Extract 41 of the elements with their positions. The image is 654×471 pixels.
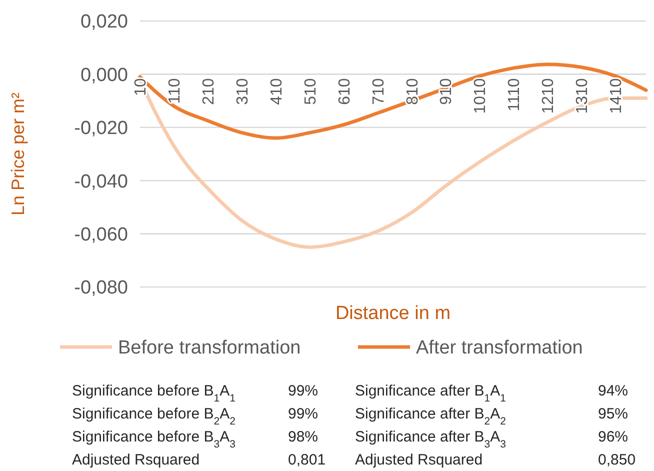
x-axis-title: Distance in m [335, 303, 451, 324]
legend-label: Before transformation [118, 338, 301, 359]
text: 99% [288, 405, 318, 422]
y-axis-title: Ln Price per m² [8, 92, 28, 216]
text: 96% [598, 428, 628, 446]
x-tick-label: 710 [370, 78, 388, 105]
text: 95% [598, 405, 628, 422]
x-tick-label: 1410 [608, 78, 626, 114]
text: Significance after B$_{3}$A$_{3}$ [355, 428, 506, 450]
y-tick-label: 0,000 [80, 64, 128, 86]
x-tick-label: 1010 [472, 78, 490, 114]
legend-label: After transformation [416, 338, 583, 359]
text: Adjusted Rsquared [72, 451, 200, 468]
text: 99% [288, 382, 318, 400]
text: Significance before B$_{3}$A$_{3}$ [72, 428, 236, 450]
text: Significance after B$_{2}$A$_{2}$ [355, 405, 506, 428]
text: 0,850 [598, 451, 636, 468]
y-tick-label: 0,020 [80, 12, 128, 33]
text: 0,801 [288, 451, 326, 468]
x-tick-label: 810 [404, 78, 422, 105]
x-tick-label: 310 [234, 78, 252, 105]
x-tick-label: 1210 [540, 78, 558, 114]
x-tick-label: 1110 [506, 78, 524, 112]
text: Significance before B$_{2}$A$_{2}$ [72, 405, 236, 428]
y-tick-label: -0,080 [74, 278, 128, 299]
text: 98% [288, 428, 318, 446]
x-tick-label: 110 [166, 78, 184, 104]
x-tick-label: 410 [268, 78, 286, 105]
x-tick-label: 210 [200, 78, 218, 105]
y-tick-label: -0,040 [74, 171, 128, 192]
x-tick-label: 610 [336, 78, 354, 105]
x-tick-label: 510 [302, 78, 320, 105]
x-tick-label: 10 [132, 78, 150, 96]
text: Significance after B$_{1}$A$_{1}$ [355, 382, 506, 404]
y-tick-label: -0,060 [74, 224, 128, 246]
text: Adjusted Rsquared [355, 451, 483, 468]
y-tick-label: -0,020 [74, 118, 128, 140]
text: Significance before B$_{1}$A$_{1}$ [72, 382, 236, 404]
x-tick-label: 1310 [574, 78, 592, 114]
x-tick-label: 910 [438, 78, 456, 105]
text: 94% [598, 382, 628, 400]
